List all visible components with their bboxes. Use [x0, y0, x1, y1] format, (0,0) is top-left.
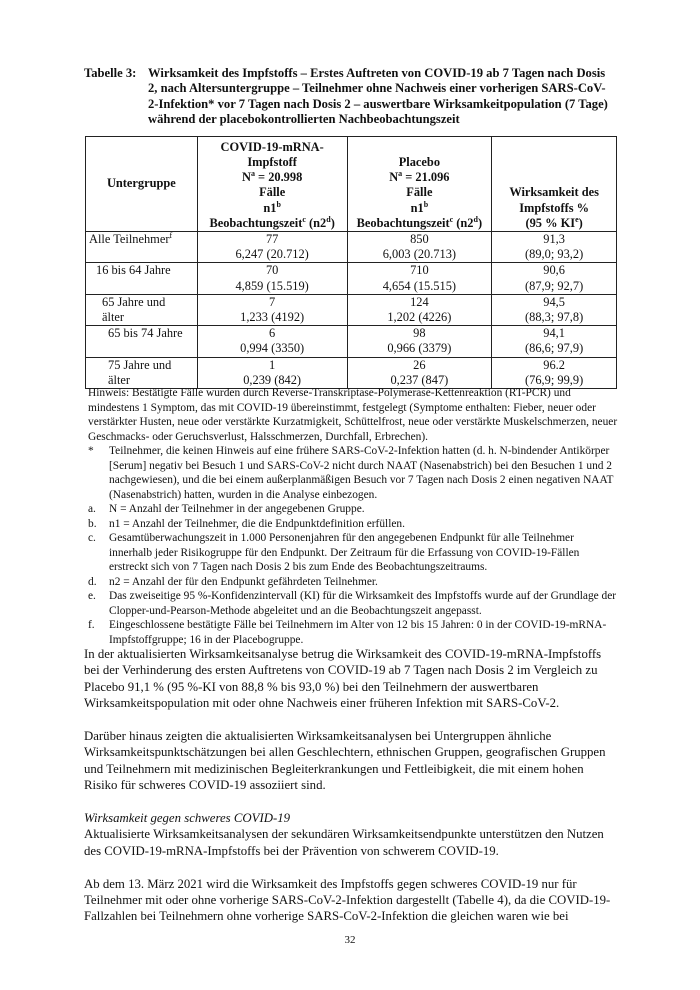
header-placebo: Placebo Na = 21.096 Fälle n1b Beobachtun… — [346, 136, 493, 232]
table-row: 16 bis 64 Jahre 70 4,859 (15.519) 710 4,65… — [85, 262, 617, 295]
cell-efficacy: 96.2 (76,9; 99,9) — [491, 356, 617, 390]
cell-efficacy: 94,5 (88,3; 97,8) — [491, 293, 617, 327]
cell-vaccine: 70 4,859 (15.519) — [196, 262, 348, 295]
header-n1: n1b — [410, 199, 429, 215]
footnote: d. n2 = Anzahl der für den Endpunkt gefäh… — [88, 575, 378, 588]
table-caption: Tabelle 3: Wirksamkeit des Impfstoffs – … — [84, 66, 614, 128]
cell-vaccine: 6 0,994 (3350) — [196, 325, 348, 358]
header-text: Fälle — [406, 185, 433, 200]
header-n: Na = 20.998 — [241, 169, 303, 185]
header-obs: Beobachtungszeitc (n2d) — [209, 214, 335, 230]
header-text: Wirksamkeit des — [509, 185, 599, 200]
cell-vaccine: 7 1,233 (4192) — [196, 293, 348, 327]
table-hint: Hinweis: Bestätigte Fälle wurden durch R… — [88, 387, 618, 443]
header-vaccine: COVID-19-mRNA- Impfstoff Na = 20.998 Fäl… — [196, 136, 348, 232]
cell-placebo: 710 4,654 (15.515) — [346, 262, 493, 295]
cell-efficacy: 91,3 (89,0; 93,2) — [491, 230, 617, 264]
section-heading: Wirksamkeit gegen schweres COVID-19 — [84, 811, 291, 826]
cell-placebo: 124 1,202 (4226) — [346, 293, 493, 327]
header-text: COVID-19-mRNA- — [220, 139, 324, 154]
cell-placebo: 26 0,237 (847) — [346, 356, 493, 390]
cell-subgroup: 65 Jahre und älter — [85, 293, 198, 327]
header-obs: Beobachtungszeitc (n2d) — [356, 214, 483, 230]
table-row: 65 bis 74 Jahre 6 0,994 (3350) 98 0,966 (3… — [85, 325, 617, 358]
efficacy-table: Untergruppe COVID-19-mRNA- Impfstoff Na … — [85, 136, 617, 390]
footnote: * Teilnehmer, die keinen Hinweis auf eine… — [88, 445, 614, 501]
paragraph: Ab dem 13. März 2021 wird die Wirksamkei… — [84, 876, 611, 924]
caption-label: Tabelle 3: — [84, 66, 137, 80]
header-text: Placebo — [398, 154, 441, 169]
header-text: Impfstoff — [247, 154, 297, 169]
cell-placebo: 98 0,966 (3379) — [346, 325, 493, 358]
cell-efficacy: 94,1 (86,6; 97,9) — [491, 325, 617, 358]
header-n: Na = 21.096 — [389, 169, 450, 185]
header-efficacy: Wirksamkeit des Impfstoffs % (95 % KIe) — [491, 136, 617, 232]
header-n1: n1b — [263, 199, 281, 215]
paragraph: Darüber hinaus zeigten die aktualisierte… — [84, 729, 606, 793]
cell-subgroup: Alle Teilnehmerf — [85, 230, 198, 264]
table-header-row: Untergruppe COVID-19-mRNA- Impfstoff Na … — [85, 136, 617, 232]
cell-subgroup: 65 bis 74 Jahre — [85, 325, 198, 358]
page-number: 32 — [344, 934, 356, 946]
cell-efficacy: 90,6 (87,9; 92,7) — [491, 262, 617, 295]
cell-vaccine: 1 0,239 (842) — [196, 356, 348, 390]
header-subgroup: Untergruppe — [85, 136, 198, 232]
table-row: 65 Jahre und älter 7 1,233 (4192) 124 1,20… — [85, 293, 617, 327]
footnote: a. N = Anzahl der Teilnehmer in der angeg… — [88, 503, 365, 515]
table-row: 75 Jahre und älter 1 0,239 (842) 26 0,237 … — [85, 356, 617, 390]
cell-subgroup: 16 bis 64 Jahre — [85, 262, 198, 295]
header-text: Fälle — [259, 185, 286, 200]
cell-placebo: 850 6,003 (20.713) — [346, 230, 493, 264]
cell-vaccine: 77 6,247 (20.712) — [196, 230, 348, 264]
footnote: e. Das zweiseitige 95 %-Konfidenzinterval… — [88, 590, 617, 617]
footnote: c. Gesamtüberwachungszeit in 1.000 Person… — [88, 532, 580, 573]
caption-text: Wirksamkeit des Impfstoffs – Erstes Auft… — [148, 66, 608, 127]
paragraph: In der aktualisierten Wirksamkeitsanalys… — [84, 647, 602, 711]
table-row: Alle Teilnehmerf 77 6,247 (20.712) 850 6,0… — [85, 230, 617, 264]
header-ci: (95 % KIe) — [525, 214, 583, 230]
body-text: In der aktualisierten Wirksamkeitsanalys… — [84, 646, 618, 941]
paragraph: Aktualisierte Wirksamkeitsanalysen der s… — [84, 827, 604, 858]
header-text: Impfstoffs % — [519, 200, 590, 215]
cell-subgroup: 75 Jahre und älter — [85, 356, 198, 390]
footnote: b. n1 = Anzahl der Teilnehmer, die die En… — [88, 517, 405, 530]
table-notes: Hinweis: Bestätigte Fälle wurden durch R… — [88, 386, 618, 647]
footnote: f. Eingeschlossene bestätigte Fälle bei T… — [88, 619, 607, 646]
